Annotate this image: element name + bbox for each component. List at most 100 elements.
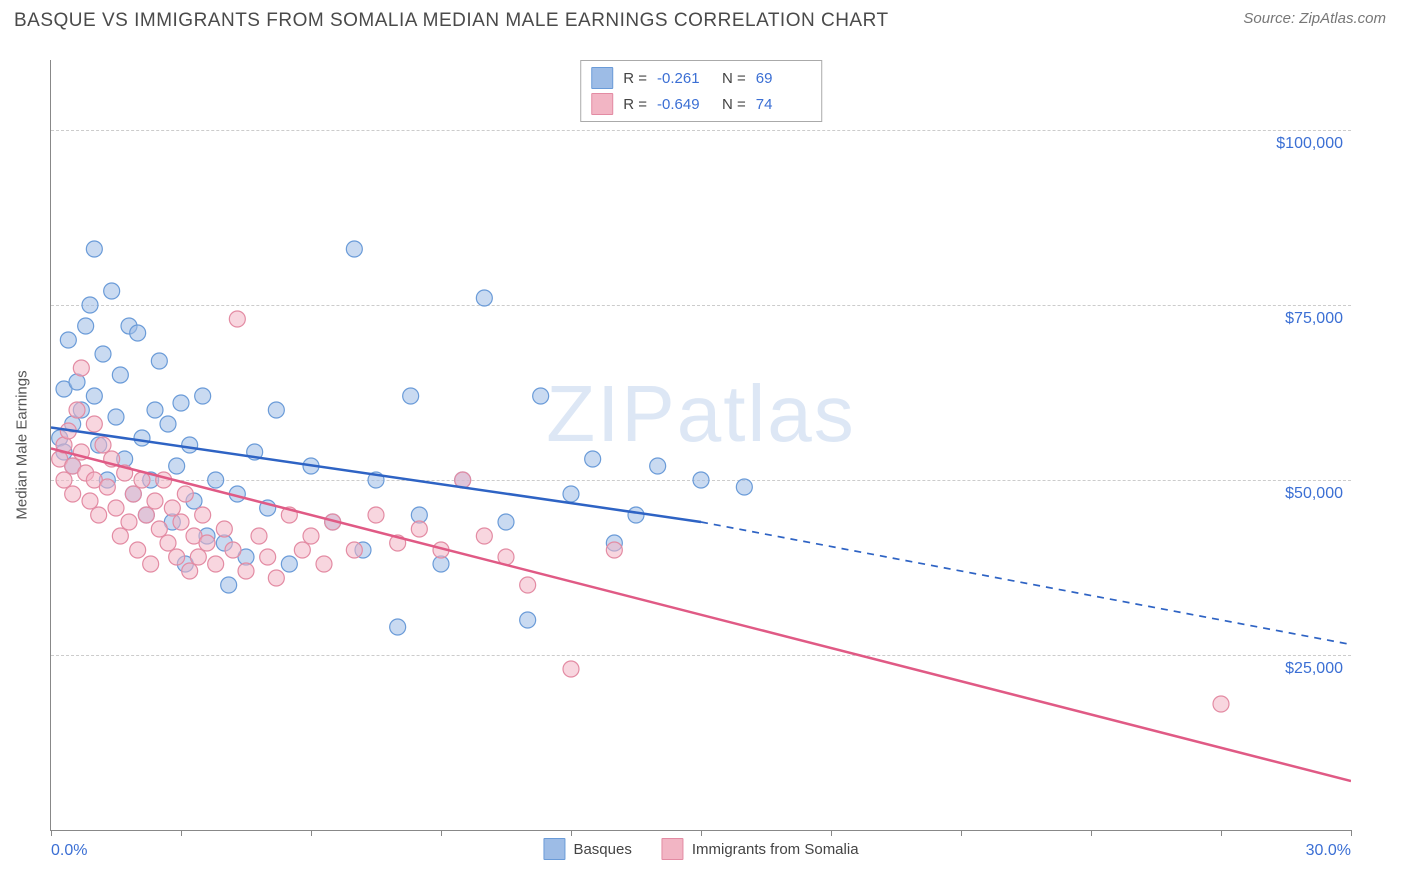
- x-tick: [441, 830, 442, 836]
- data-point: [390, 619, 406, 635]
- data-point: [520, 612, 536, 628]
- x-tick: [1351, 830, 1352, 836]
- chart-header: BASQUE VS IMMIGRANTS FROM SOMALIA MEDIAN…: [0, 0, 1406, 32]
- data-point: [208, 556, 224, 572]
- data-point: [208, 472, 224, 488]
- legend-item-somalia: Immigrants from Somalia: [662, 838, 859, 860]
- x-axis-max-label: 30.0%: [1306, 842, 1351, 860]
- n-label: N =: [722, 70, 746, 87]
- data-point: [86, 241, 102, 257]
- data-point: [104, 283, 120, 299]
- x-tick: [571, 830, 572, 836]
- r-value-basques: -0.261: [657, 70, 712, 87]
- data-point: [108, 409, 124, 425]
- data-point: [182, 437, 198, 453]
- data-point: [108, 500, 124, 516]
- correlation-row-somalia: R = -0.649 N = 74: [591, 91, 811, 117]
- data-point: [147, 402, 163, 418]
- plot-region: ZIPatlas $25,000$50,000$75,000$100,000 0…: [50, 60, 1351, 831]
- data-point: [95, 437, 111, 453]
- data-point: [606, 542, 622, 558]
- data-point: [1213, 696, 1229, 712]
- data-point: [99, 479, 115, 495]
- data-point: [251, 528, 267, 544]
- data-point: [533, 388, 549, 404]
- swatch-somalia: [591, 93, 613, 115]
- data-point: [268, 570, 284, 586]
- data-point: [411, 521, 427, 537]
- data-point: [368, 507, 384, 523]
- x-tick: [181, 830, 182, 836]
- data-point: [216, 521, 232, 537]
- data-point: [346, 241, 362, 257]
- data-point: [82, 493, 98, 509]
- x-tick: [831, 830, 832, 836]
- data-point: [346, 542, 362, 558]
- data-point: [585, 451, 601, 467]
- correlation-legend: R = -0.261 N = 69 R = -0.649 N = 74: [580, 60, 822, 122]
- data-point: [316, 556, 332, 572]
- data-point: [130, 542, 146, 558]
- data-point: [498, 514, 514, 530]
- data-point: [294, 542, 310, 558]
- n-label: N =: [722, 96, 746, 113]
- data-point: [195, 388, 211, 404]
- data-point: [650, 458, 666, 474]
- x-tick: [961, 830, 962, 836]
- data-point: [403, 388, 419, 404]
- data-point: [169, 549, 185, 565]
- data-point: [190, 549, 206, 565]
- data-point: [160, 535, 176, 551]
- data-point: [476, 528, 492, 544]
- correlation-row-basques: R = -0.261 N = 69: [591, 65, 811, 91]
- data-point: [78, 318, 94, 334]
- data-point: [138, 507, 154, 523]
- data-point: [520, 577, 536, 593]
- data-point: [169, 458, 185, 474]
- swatch-basques: [543, 838, 565, 860]
- plot-svg: [51, 60, 1351, 830]
- data-point: [164, 500, 180, 516]
- data-point: [151, 521, 167, 537]
- data-point: [73, 360, 89, 376]
- x-tick: [1091, 830, 1092, 836]
- series-legend: Basques Immigrants from Somalia: [543, 838, 858, 860]
- data-point: [151, 353, 167, 369]
- n-value-basques: 69: [756, 70, 811, 87]
- data-point: [125, 486, 141, 502]
- data-point: [82, 297, 98, 313]
- data-point: [112, 367, 128, 383]
- data-point: [229, 311, 245, 327]
- n-value-somalia: 74: [756, 96, 811, 113]
- data-point: [86, 388, 102, 404]
- swatch-somalia: [662, 838, 684, 860]
- data-point: [177, 486, 193, 502]
- x-tick: [311, 830, 312, 836]
- data-point: [112, 528, 128, 544]
- data-point: [281, 556, 297, 572]
- source-credit: Source: ZipAtlas.com: [1243, 10, 1386, 27]
- data-point: [60, 332, 76, 348]
- data-point: [160, 416, 176, 432]
- data-point: [736, 479, 752, 495]
- source-label: Source:: [1243, 10, 1299, 27]
- trend-line-extrapolated: [701, 522, 1351, 645]
- data-point: [563, 661, 579, 677]
- data-point: [86, 416, 102, 432]
- legend-label-somalia: Immigrants from Somalia: [692, 841, 859, 858]
- data-point: [199, 535, 215, 551]
- data-point: [130, 325, 146, 341]
- x-tick: [51, 830, 52, 836]
- data-point: [121, 514, 137, 530]
- data-point: [563, 486, 579, 502]
- data-point: [56, 472, 72, 488]
- legend-item-basques: Basques: [543, 838, 631, 860]
- legend-label-basques: Basques: [573, 841, 631, 858]
- data-point: [143, 556, 159, 572]
- data-point: [238, 563, 254, 579]
- swatch-basques: [591, 67, 613, 89]
- data-point: [221, 577, 237, 593]
- data-point: [95, 346, 111, 362]
- r-value-somalia: -0.649: [657, 96, 712, 113]
- data-point: [134, 430, 150, 446]
